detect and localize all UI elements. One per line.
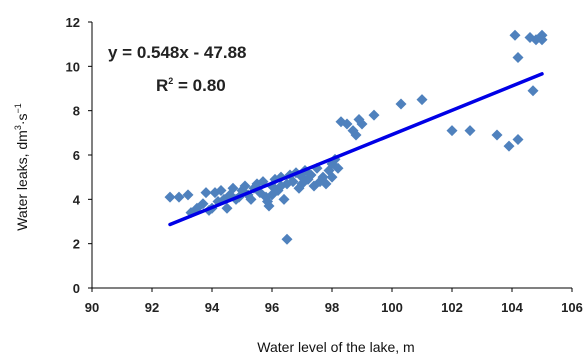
data-point: [512, 51, 524, 63]
data-points: [164, 29, 548, 245]
data-point: [326, 171, 338, 183]
y-tick-label: 6: [73, 148, 80, 163]
x-axis-title: Water level of the lake, m: [257, 339, 414, 355]
x-tick-label: 98: [325, 300, 339, 315]
y-tick-label: 0: [73, 281, 80, 296]
y-tick-label: 8: [73, 104, 80, 119]
data-point: [263, 200, 275, 212]
data-point: [305, 169, 317, 181]
x-tick-label: 102: [441, 300, 463, 315]
data-point: [536, 34, 548, 46]
data-point: [227, 182, 239, 194]
data-point: [239, 180, 251, 192]
data-point: [509, 29, 521, 41]
r-squared-label: R2 = 0.80: [156, 76, 226, 95]
x-tick-label: 104: [501, 300, 523, 315]
data-point: [446, 125, 458, 137]
data-point: [464, 125, 476, 137]
data-point: [200, 187, 212, 199]
data-point: [341, 118, 353, 130]
data-point: [287, 176, 299, 188]
y-tick-label: 10: [66, 59, 80, 74]
data-point: [320, 178, 332, 190]
data-point: [512, 133, 524, 145]
data-point: [197, 198, 209, 210]
x-tick-label: 100: [381, 300, 403, 315]
data-point: [356, 118, 368, 130]
data-point: [221, 202, 233, 214]
data-point: [491, 129, 503, 141]
y-tick-label: 12: [66, 15, 80, 30]
data-point: [245, 193, 257, 205]
x-tick-label: 90: [85, 300, 99, 315]
x-tick-label: 92: [145, 300, 159, 315]
tick-labels: 0 2 4 6 8 10 12 90 92 94 96 98 100 102 104 106: [66, 15, 583, 315]
data-point: [416, 94, 428, 106]
trend-equation: y = 0.548x - 47.88: [108, 43, 246, 62]
data-point: [395, 98, 407, 110]
y-tick-label: 2: [73, 237, 80, 252]
data-point: [332, 162, 344, 174]
x-tick-label: 106: [561, 300, 583, 315]
data-point: [350, 129, 362, 141]
trendline: [168, 72, 544, 227]
data-point: [182, 189, 194, 201]
data-point: [278, 193, 290, 205]
x-tick-label: 96: [265, 300, 279, 315]
data-point: [164, 191, 176, 203]
data-point: [527, 85, 539, 97]
data-point: [215, 184, 227, 196]
x-tick-label: 94: [205, 300, 220, 315]
trendline-group: [168, 72, 544, 227]
data-point: [281, 233, 293, 245]
data-point: [173, 191, 185, 203]
y-tick-label: 4: [73, 192, 81, 207]
y-axis-title: Water leaks, dm3·s−1: [13, 103, 30, 231]
data-point: [503, 140, 515, 152]
data-point: [368, 109, 380, 121]
